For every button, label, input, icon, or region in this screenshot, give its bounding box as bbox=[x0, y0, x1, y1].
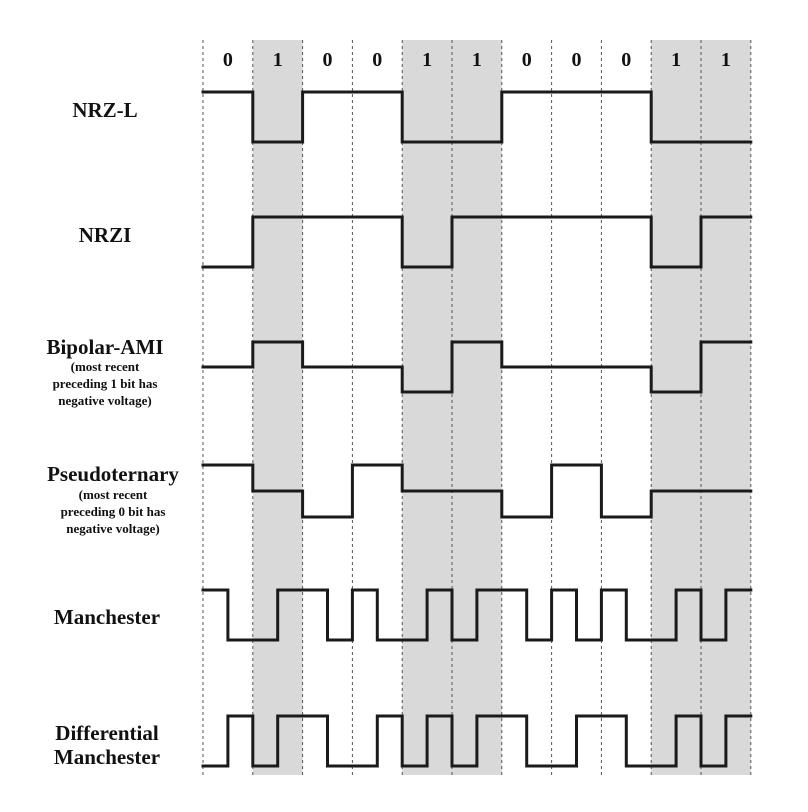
note-bipolar-ami: (most recent preceding 1 bit has negativ… bbox=[20, 359, 190, 410]
bit-label: 0 bbox=[572, 49, 582, 71]
waveform-manchester bbox=[201, 588, 753, 642]
note-pseudoternary-line-1: (most recent bbox=[78, 487, 148, 502]
waveform-differential-manchester bbox=[201, 714, 753, 768]
waveform-pseudoternary bbox=[201, 463, 753, 519]
bit-label: 0 bbox=[223, 49, 233, 71]
label-bipolar-ami: Bipolar-AMI bbox=[46, 335, 164, 359]
one-bit-column bbox=[402, 40, 452, 775]
one-bit-shading bbox=[252, 40, 751, 775]
label-nrz-l: NRZ-L bbox=[72, 98, 138, 122]
label-differential-manchester: Differential Manchester bbox=[22, 721, 192, 769]
one-bit-column bbox=[651, 40, 701, 775]
waveform-nrzi bbox=[201, 215, 753, 269]
note-pseudoternary-line-3: negative voltage) bbox=[66, 520, 160, 536]
bit-label: 1 bbox=[472, 49, 482, 71]
label-pseudoternary: Pseudoternary bbox=[47, 462, 179, 486]
bit-label: 0 bbox=[522, 49, 532, 71]
waveform-nrz-l bbox=[201, 90, 753, 144]
bit-sequence-header: 0 1 0 0 1 1 0 0 0 1 1 bbox=[223, 49, 731, 71]
encoding-waveforms bbox=[201, 90, 753, 768]
note-bipolar-ami-line-1: (most recent bbox=[70, 359, 140, 374]
note-pseudoternary-line-2: preceding 0 bit has bbox=[60, 503, 166, 519]
bit-label: 1 bbox=[422, 49, 432, 71]
note-bipolar-ami-line-2: preceding 1 bit has bbox=[52, 375, 158, 391]
bit-label: 0 bbox=[323, 49, 333, 71]
bit-label: 1 bbox=[721, 49, 731, 71]
bit-label: 1 bbox=[273, 49, 283, 71]
waveform-bipolar-ami bbox=[201, 340, 753, 394]
label-manchester: Manchester bbox=[53, 605, 161, 629]
bit-boundary-lines bbox=[202, 40, 752, 775]
one-bit-column bbox=[252, 40, 303, 775]
bit-label: 0 bbox=[621, 49, 631, 71]
bit-label: 0 bbox=[372, 49, 382, 71]
note-pseudoternary: (most recent preceding 0 bit has negativ… bbox=[28, 487, 198, 538]
label-differential-manchester-line-2: Manchester bbox=[53, 745, 161, 770]
bit-label: 1 bbox=[671, 49, 681, 71]
one-bit-column bbox=[701, 40, 751, 775]
note-bipolar-ami-line-3: negative voltage) bbox=[58, 392, 152, 408]
one-bit-column bbox=[452, 40, 502, 775]
label-nrzi: NRZI bbox=[78, 223, 132, 247]
label-differential-manchester-line-1: Differential bbox=[55, 721, 159, 745]
